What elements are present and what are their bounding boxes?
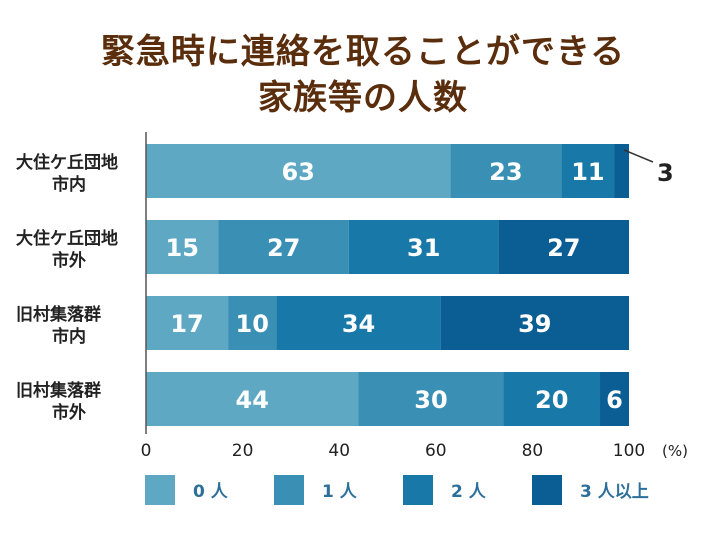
bar-segment	[146, 296, 229, 350]
bar-segment	[614, 144, 629, 198]
bar-segment	[498, 220, 629, 274]
data-label: 10	[236, 310, 269, 338]
x-axis-unit: (%)	[662, 442, 688, 460]
data-label: 34	[342, 310, 375, 338]
bar-segment	[503, 372, 601, 426]
bar-segment	[440, 296, 629, 350]
category-label: 大住ケ丘団地	[16, 152, 118, 173]
category-label: 旧村集落群	[16, 380, 101, 401]
data-label-leader	[623, 149, 654, 163]
legend-swatch	[145, 475, 175, 505]
x-tick-label: 20	[232, 441, 254, 461]
data-label: 3	[657, 159, 674, 187]
x-tick-label: 100	[613, 441, 645, 461]
data-label: 44	[236, 386, 269, 414]
bar-segment	[146, 372, 359, 426]
x-tick-label: 80	[522, 441, 544, 461]
chart-title-line-2: 家族等の人数	[258, 78, 468, 118]
category-label: 市内	[52, 326, 86, 347]
data-label: 39	[518, 310, 551, 338]
bar-segment	[348, 220, 499, 274]
bar-segment	[276, 296, 441, 350]
legend-label: 2 人	[451, 482, 487, 502]
data-label: 15	[166, 234, 199, 262]
data-label: 6	[606, 386, 623, 414]
bar-segment	[600, 372, 629, 426]
chart-title-line-1: 緊急時に連絡を取ることができる	[100, 32, 626, 72]
category-label: 市内	[52, 174, 86, 195]
category-label: 市外	[52, 402, 86, 423]
data-label: 17	[170, 310, 203, 338]
data-label: 27	[547, 234, 580, 262]
x-tick-label: 60	[425, 441, 447, 461]
data-label: 31	[407, 234, 440, 262]
x-tick-label: 0	[141, 441, 152, 461]
legend-swatch	[532, 475, 562, 505]
bar-segment	[228, 296, 277, 350]
legend-label: 3 人以上	[580, 482, 649, 502]
bar-segment	[146, 220, 219, 274]
bar-segment	[146, 144, 451, 198]
data-label: 20	[535, 386, 568, 414]
legend-label: 1 人	[322, 482, 358, 502]
category-label: 旧村集落群	[16, 304, 101, 325]
bar-segment	[561, 144, 615, 198]
data-label: 63	[281, 158, 314, 186]
legend-label: 0 人	[193, 482, 229, 502]
legend-swatch	[274, 475, 304, 505]
bar-segment	[218, 220, 349, 274]
bar-segment	[358, 372, 504, 426]
bar-segment	[450, 144, 562, 198]
data-label: 23	[489, 158, 522, 186]
x-tick-label: 40	[328, 441, 350, 461]
data-label: 27	[267, 234, 300, 262]
category-label: 市外	[52, 250, 86, 271]
category-label: 大住ケ丘団地	[16, 228, 118, 249]
data-label: 11	[571, 158, 604, 186]
data-label: 30	[414, 386, 447, 414]
legend-swatch	[403, 475, 433, 505]
